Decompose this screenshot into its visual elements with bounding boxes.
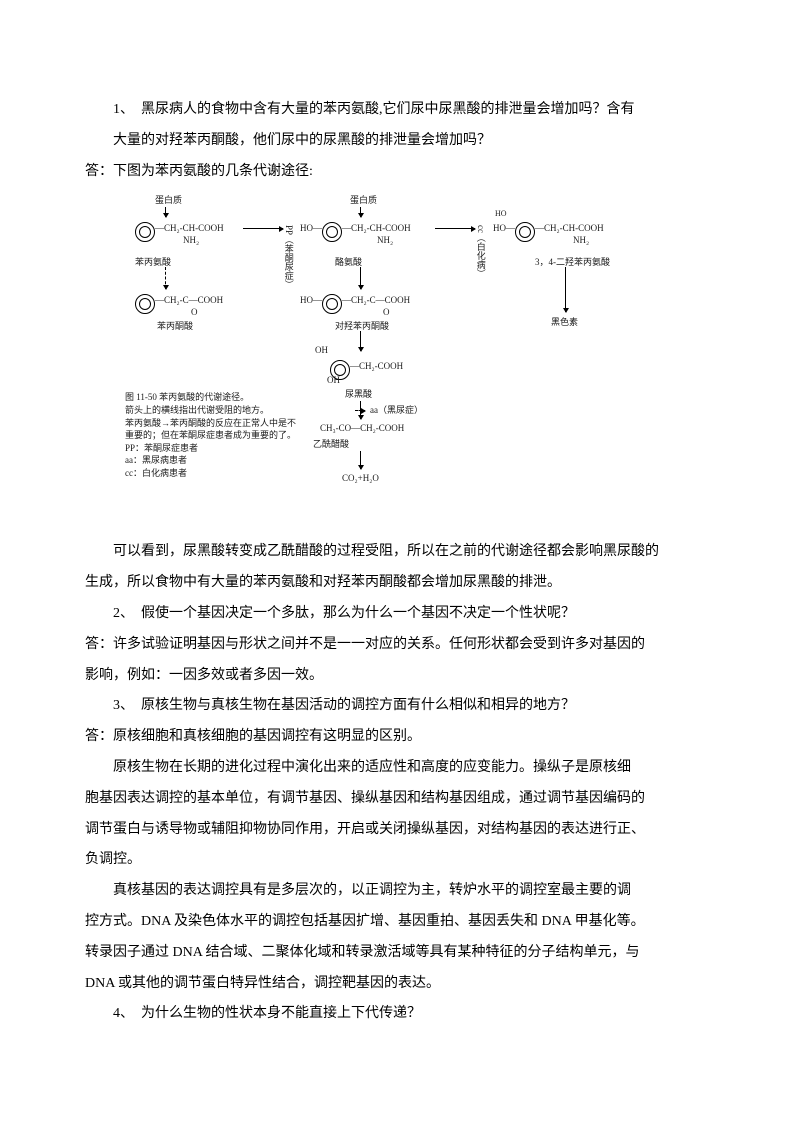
answer-3-p2c: 调节蛋白与诱导物或辅阻抑物协同作用，开启或关闭操纵基因，对结构基因的表达进行正、 [85, 815, 708, 846]
dopa-name: 3，4-二羟苯丙氨酸 [535, 257, 610, 268]
tyr-nh2: NH₂ [377, 235, 393, 246]
arrow-protein-2 [360, 207, 361, 217]
tyr-name: 酪氨酸 [335, 257, 362, 268]
hpp-o: O [383, 307, 390, 318]
dopa-oh-top: HO [495, 209, 507, 219]
arrow-maa-down [360, 451, 361, 469]
aa-block-mark [355, 410, 365, 411]
q4-text: 为什么生物的性状本身不能直接上下代传递？ [141, 1006, 421, 1021]
q2-text: 假使一个基因决定一个多肽，那么为什么一个基因不决定一个性状呢？ [141, 606, 575, 621]
answer-1-para-2: 生成，所以食物中有大量的苯丙氨酸和对羟苯丙酮酸都会增加尿黑酸的排泄。 [85, 568, 708, 599]
phepyr-o: O [191, 307, 198, 318]
hpp-structure: HO——CH₂-C—COOH [300, 291, 410, 311]
q2-number: 2、 [113, 606, 127, 621]
homogentisate-structure: —CH₂-COOH [330, 357, 403, 377]
q1-text-1: 黑尿病人的食物中含有大量的苯丙氨酸,它们尿中尿黑酸的排泄量会增加吗？含有 [141, 102, 635, 117]
phepyr-name: 苯丙酮酸 [157, 321, 193, 332]
answer-3-line-1: 答：原核细胞和真核细胞的基因调控有这明显的区别。 [85, 722, 708, 753]
caption-l1: 箭头上的横线指出代谢受阻的地方。 [125, 404, 315, 417]
protein-label-1: 蛋白质 [155, 195, 182, 206]
cc-block-label: cc（白化病） [475, 225, 486, 278]
question-1-line-2: 大量的对羟苯丙酮酸，他们尿中的尿黑酸的排泄量会增加吗？ [85, 126, 708, 157]
melanin-name: 黑色素 [551, 317, 578, 328]
question-3: 3、 原核生物与真核生物在基因活动的调控方面有什么相似和相异的地方？ [85, 691, 708, 722]
answer-2-line-2: 影响，例如：一因多效或者多因一效。 [85, 661, 708, 692]
answer-3-p2b: 胞基因表达调控的基本单位，有调节基因、操纵基因和结构基因组成，通过调节基因编码的 [85, 784, 708, 815]
answer-3-p3b: 控方式。DNA 及染色体水平的调控包括基因扩增、基因重拍、基因丢失和 DNA 甲… [85, 907, 708, 938]
answer-1-label: 答：下图为苯丙氨酸的几条代谢途径: [85, 157, 708, 188]
q4-number: 4、 [113, 1006, 127, 1021]
answer-1-para-1: 可以看到，尿黑酸转变成乙酰醋酸的过程受阻，所以在之前的代谢途径都会影响黑尿酸的 [85, 537, 708, 568]
hpp-name: 对羟苯丙酮酸 [335, 321, 389, 332]
arrow-tyr-dopa [435, 228, 475, 229]
diagram-caption: 图 11-50 苯丙氨酸的代谢途径。 箭头上的横线指出代谢受阻的地方。 苯丙氨酸… [125, 391, 315, 479]
caption-title: 图 11-50 苯丙氨酸的代谢途径。 [125, 391, 315, 404]
maa-structure: CH₃-CO—CH₂-COOH [320, 423, 404, 434]
arrow-phe-tyr [243, 228, 283, 229]
protein-label-2: 蛋白质 [350, 195, 377, 206]
phenylalanine-structure: —CH₂-CH-COOH [135, 219, 224, 239]
q3-number: 3、 [113, 698, 127, 713]
homogentisate-oh1: OH [315, 345, 328, 356]
maa-name: 乙酰醋酸 [313, 439, 349, 450]
q3-text: 原核生物与真核生物在基因活动的调控方面有什么相似和相异的地方？ [141, 698, 575, 713]
arrow-dopa-down [565, 267, 566, 312]
question-2: 2、 假使一个基因决定一个多肽，那么为什么一个基因不决定一个性状呢？ [85, 599, 708, 630]
q1-number: 1、 [113, 102, 127, 117]
caption-l6: cc：白化病患者 [125, 467, 315, 480]
tyrosine-structure: HO——CH₂-CH-COOH [300, 219, 411, 239]
caption-l2: 苯丙氨酸→苯丙酮酸的反应在正常人中是不 [125, 417, 315, 430]
answer-3-p2a: 原核生物在长期的进化过程中演化出来的适应性和高度的应变能力。操纵子是原核细 [85, 753, 708, 784]
arrow-phe-down [165, 267, 166, 289]
arrow-protein-1 [165, 207, 166, 217]
arrow-tyr-down [360, 267, 361, 289]
final-products: CO₂+H₂O [342, 473, 379, 484]
phe-nh2: NH₂ [183, 235, 199, 246]
dopa-nh2: NH₂ [573, 235, 589, 246]
question-4: 4、 为什么生物的性状本身不能直接上下代传递？ [85, 999, 708, 1030]
homogentisate-oh2: OH [327, 375, 340, 386]
caption-l4: PP：苯酮尿症患者 [125, 442, 315, 455]
phenylpyruvate-structure: —CH₂-C—COOH [135, 291, 223, 311]
metabolism-diagram: 蛋白质 蛋白质 —CH₂-CH-COOH NH₂ PP（苯酮尿症） HO——CH… [135, 195, 655, 525]
answer-2-line-1: 答：许多试验证明基因与形状之间并不是一一对应的关系。任何形状都会受到许多对基因的 [85, 630, 708, 661]
aa-label: aa（黑尿症） [370, 405, 423, 416]
arrow-hpp-down [360, 331, 361, 351]
answer-3-p2d: 负调控。 [85, 845, 708, 876]
question-1-line-1: 1、 黑尿病人的食物中含有大量的苯丙氨酸,它们尿中尿黑酸的排泄量会增加吗？含有 [85, 95, 708, 126]
answer-3-p3c: 转录因子通过 DNA 结合域、二聚体化域和转录激活域等具有某种特征的分子结构单元… [85, 938, 708, 969]
answer-3-p3d: DNA 或其他的调节蛋白特异性结合，调控靶基因的表达。 [85, 969, 708, 1000]
answer-3-p3a: 真核基因的表达调控具有是多层次的，以正调控为主，转炉水平的调控室最主要的调 [85, 876, 708, 907]
caption-l5: aa：黑尿病患者 [125, 454, 315, 467]
pp-block-label: PP（苯酮尿症） [283, 225, 294, 289]
homogentisate-name: 尿黑酸 [345, 389, 372, 400]
caption-l3: 重要的；但在苯酮尿症患者成为重要的了。 [125, 429, 315, 442]
